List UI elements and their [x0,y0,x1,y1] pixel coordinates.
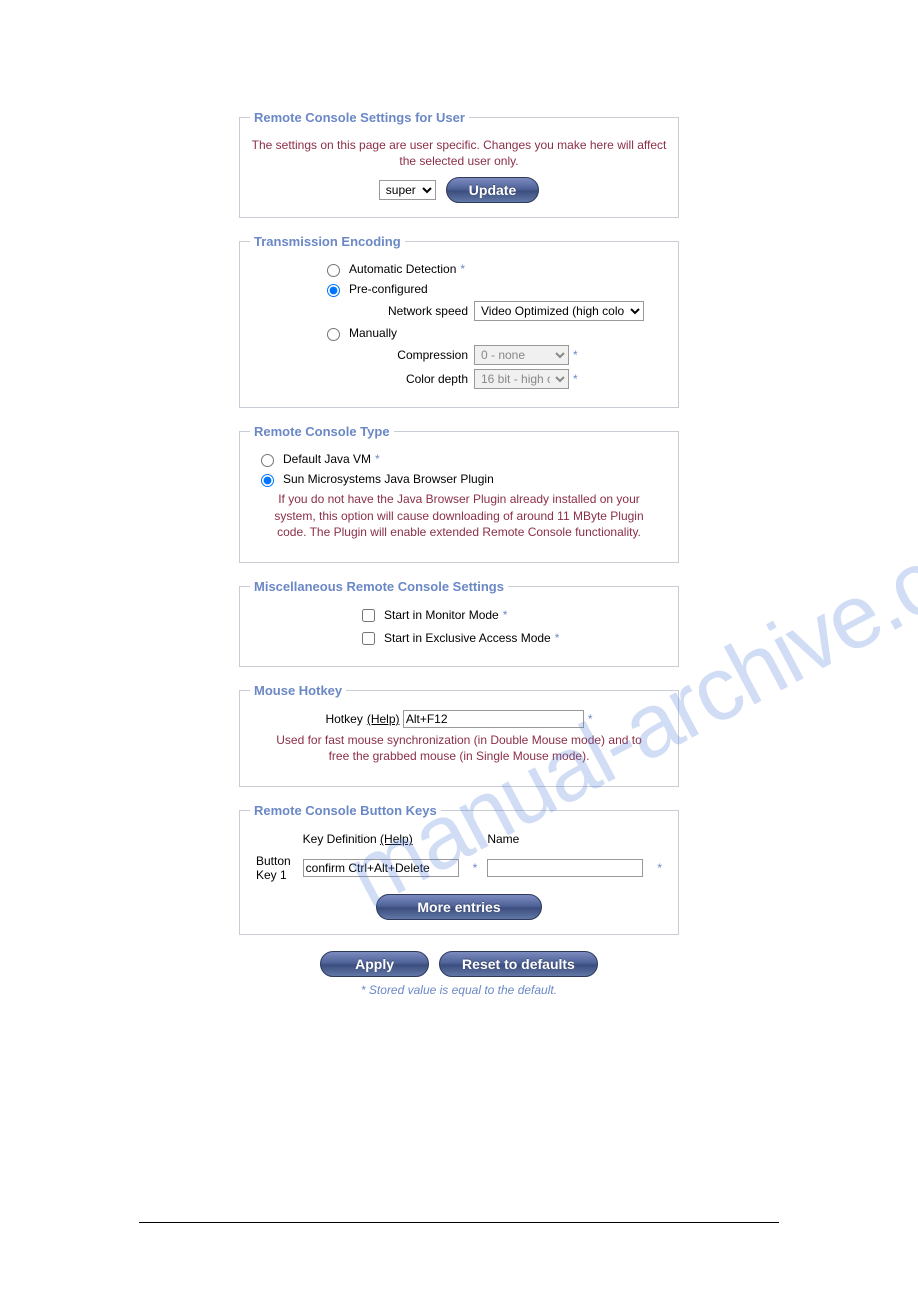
checkbox-monitor-mode[interactable] [362,609,375,622]
radio-sun-plugin-label: Sun Microsystems Java Browser Plugin [283,472,494,486]
radio-default-java-vm-label: Default Java VM [283,452,371,466]
misc-legend: Miscellaneous Remote Console Settings [250,579,508,594]
transmission-section: Transmission Encoding Automatic Detectio… [239,234,679,408]
radio-manually[interactable] [327,328,340,341]
star-marker: * [375,452,380,466]
button-key-1-label: Button Key 1 [252,852,297,884]
radio-preconfigured-label: Pre-configured [349,282,428,296]
star-marker: * [573,348,578,362]
radio-preconfigured[interactable] [327,284,340,297]
hotkey-label: Hotkey [325,712,362,726]
star-marker: * [657,861,662,875]
transmission-legend: Transmission Encoding [250,234,405,249]
update-button[interactable]: Update [446,177,539,203]
reset-button[interactable]: Reset to defaults [439,951,598,977]
network-speed-label: Network speed [368,304,468,318]
color-depth-select: 16 bit - high col [474,369,569,389]
user-settings-section: Remote Console Settings for User The set… [239,110,679,218]
compression-select: 0 - none [474,345,569,365]
keydef-help-link[interactable]: (Help) [380,832,413,846]
star-marker: * [503,608,508,622]
mouse-hotkey-note: Used for fast mouse synchronization (in … [250,732,668,764]
star-marker: * [473,861,478,875]
checkbox-exclusive-mode-label: Start in Exclusive Access Mode [384,631,551,645]
button-keys-legend: Remote Console Button Keys [250,803,441,818]
button-key-1-keydef-input[interactable] [303,859,459,877]
color-depth-label: Color depth [368,372,468,386]
console-type-section: Remote Console Type Default Java VM * Su… [239,424,679,563]
star-marker: * [588,712,593,726]
page-divider [139,1222,779,1223]
user-settings-description: The settings on this page are user speci… [250,137,668,169]
settings-form: Remote Console Settings for User The set… [239,110,679,997]
star-marker: * [460,262,465,276]
header-name: Name [483,832,647,850]
hotkey-input[interactable] [403,710,584,728]
network-speed-select[interactable]: Video Optimized (high color) [474,301,644,321]
checkbox-exclusive-mode[interactable] [362,632,375,645]
more-entries-button[interactable]: More entries [376,894,541,920]
misc-section: Miscellaneous Remote Console Settings St… [239,579,679,667]
mouse-hotkey-legend: Mouse Hotkey [250,683,346,698]
apply-button[interactable]: Apply [320,951,429,977]
console-type-note: If you do not have the Java Browser Plug… [250,491,668,540]
star-marker: * [555,631,560,645]
radio-auto-detection-label: Automatic Detection [349,262,456,276]
button-keys-table: Key Definition (Help) Name Button Key 1 … [250,830,668,886]
user-settings-legend: Remote Console Settings for User [250,110,469,125]
button-keys-section: Remote Console Button Keys Key Definitio… [239,803,679,935]
radio-sun-plugin[interactable] [261,474,274,487]
footer-note: * Stored value is equal to the default. [239,983,679,997]
console-type-legend: Remote Console Type [250,424,394,439]
header-keydef: Key Definition [303,832,377,846]
mouse-hotkey-section: Mouse Hotkey Hotkey (Help) * Used for fa… [239,683,679,787]
hotkey-help-link[interactable]: (Help) [367,712,400,726]
radio-manually-label: Manually [349,326,397,340]
radio-default-java-vm[interactable] [261,454,274,467]
user-select[interactable]: super [379,180,436,200]
radio-auto-detection[interactable] [327,264,340,277]
checkbox-monitor-mode-label: Start in Monitor Mode [384,608,499,622]
compression-label: Compression [368,348,468,362]
table-row: Button Key 1 * * [252,852,666,884]
button-key-1-name-input[interactable] [487,859,643,877]
star-marker: * [573,372,578,386]
